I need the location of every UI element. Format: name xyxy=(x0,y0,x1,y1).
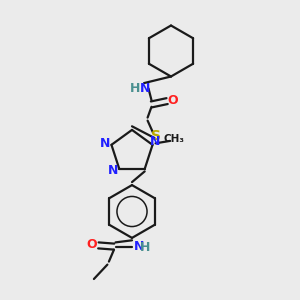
Text: N: N xyxy=(134,239,144,253)
Text: N: N xyxy=(150,135,161,148)
Text: S: S xyxy=(151,129,161,142)
Text: H: H xyxy=(130,82,140,95)
Text: CH₃: CH₃ xyxy=(164,134,185,144)
Text: H: H xyxy=(140,241,151,254)
Text: N: N xyxy=(108,164,119,177)
Text: N: N xyxy=(140,82,151,95)
Text: O: O xyxy=(86,238,97,251)
Text: N: N xyxy=(100,137,110,150)
Text: O: O xyxy=(168,94,178,107)
